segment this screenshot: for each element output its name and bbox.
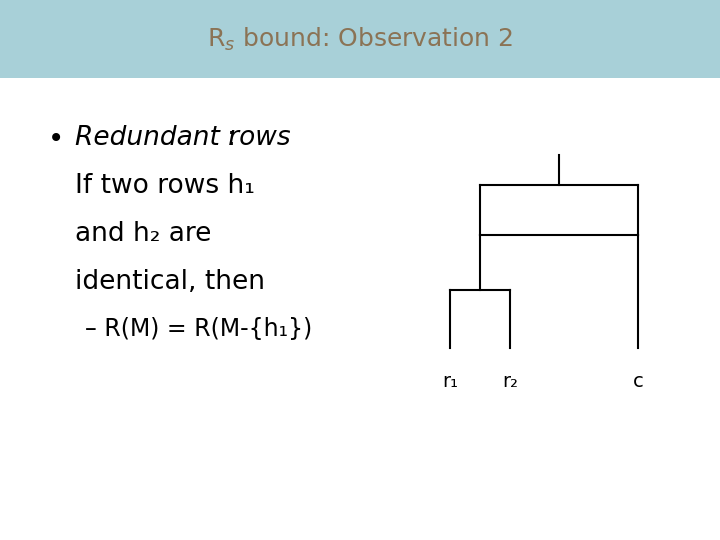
Text: If two rows h₁: If two rows h₁ [75,173,255,199]
Text: identical, then: identical, then [75,269,265,295]
Text: R$_s$ bound: Observation 2: R$_s$ bound: Observation 2 [207,25,513,53]
Text: •: • [48,125,64,153]
Text: – R(M) = R(M-{h₁}): – R(M) = R(M-{h₁}) [85,317,312,341]
Text: :: : [227,125,236,151]
Bar [0,0,720,78]
Text: c: c [633,372,644,391]
Text: Redundant rows: Redundant rows [75,125,291,151]
Text: r₂: r₂ [502,372,518,391]
Text: r₁: r₁ [442,372,458,391]
Text: and h₂ are: and h₂ are [75,221,212,247]
